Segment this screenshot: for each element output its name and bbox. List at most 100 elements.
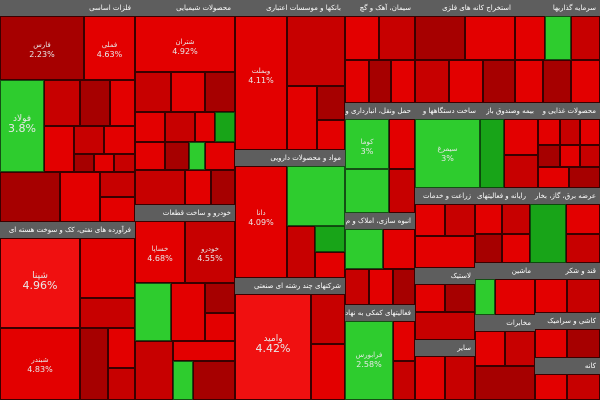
stock-tile[interactable]: کوما 3% [345,119,389,169]
stock-tile[interactable] [80,328,108,400]
stock-tile[interactable] [379,16,415,60]
stock-tile[interactable] [415,204,445,236]
stock-tile[interactable] [569,167,600,188]
stock-tile[interactable] [580,119,600,145]
stock-tile[interactable] [566,234,600,263]
stock-tile[interactable] [173,341,235,361]
stock-tile[interactable]: فملی 4.63% [84,16,135,80]
stock-tile[interactable] [311,294,345,344]
stock-tile[interactable] [369,60,391,103]
stock-tile[interactable]: خودرو 4.55% [185,221,235,283]
stock-tile[interactable] [580,145,600,167]
stock-tile[interactable]: سیمرغ 3% [415,119,480,188]
stock-tile[interactable] [475,279,495,315]
stock-tile[interactable] [110,80,135,126]
sector-investment[interactable]: سرمایه گذاریها [515,0,600,103]
stock-tile[interactable] [415,284,445,312]
sector-tile[interactable]: کاشی و سرامیک [535,313,600,358]
stock-tile[interactable] [171,72,205,112]
stock-tile[interactable] [475,366,535,400]
stock-tile[interactable]: فرابورس 2.58% [345,321,393,400]
stock-tile[interactable] [94,154,114,172]
sector-sugar[interactable]: قند و شکر [535,263,600,313]
stock-tile[interactable] [287,226,315,278]
stock-tile[interactable] [535,279,567,313]
stock-tile[interactable] [165,112,195,142]
stock-tile[interactable] [504,119,538,155]
sector-multidiscipline[interactable]: شرکتهای چند رشته ای صنعتی وامید 4.42% [235,278,345,400]
stock-tile[interactable] [571,60,600,103]
stock-tile[interactable] [315,252,345,278]
stock-tile[interactable] [505,331,535,366]
stock-tile[interactable] [345,16,379,60]
stock-tile[interactable] [287,86,317,150]
stock-tile[interactable] [449,60,483,103]
stock-tile[interactable] [108,328,135,368]
stock-tile[interactable] [345,60,369,103]
stock-tile[interactable] [538,145,560,167]
stock-tile[interactable] [165,142,189,170]
sector-ore[interactable]: کانه [535,358,600,400]
stock-tile[interactable]: فارس 2.23% [0,16,84,80]
stock-tile[interactable] [543,60,571,103]
stock-tile[interactable] [345,269,369,305]
stock-tile[interactable] [566,204,600,234]
stock-tile[interactable] [80,238,135,298]
sector-chemical[interactable]: محصولات شیمیایی شتران 4.92% [135,0,235,205]
stock-tile[interactable] [135,283,171,341]
stock-tile[interactable] [502,204,530,234]
stock-tile[interactable] [483,60,515,103]
sector-food[interactable]: محصولات غذایی و [538,103,600,188]
stock-tile[interactable] [135,72,171,112]
stock-tile[interactable] [415,356,445,400]
sector-tire[interactable]: لاستیک [415,268,475,340]
stock-tile[interactable] [135,142,165,170]
stock-tile[interactable] [515,16,545,60]
sector-petroleum[interactable]: فرآورده های نفتی، کک و سوخت هسته ای شپنا… [0,222,135,400]
stock-tile[interactable] [311,344,345,400]
stock-tile[interactable] [383,229,415,269]
stock-tile[interactable] [173,361,193,400]
stock-tile[interactable] [475,234,502,263]
stock-tile[interactable] [100,172,135,197]
stock-tile[interactable] [415,236,475,268]
sector-mining[interactable]: استخراج کانه های فلزی [415,0,515,103]
stock-tile[interactable] [171,283,205,341]
stock-tile[interactable] [195,112,215,142]
stock-tile[interactable] [415,16,465,60]
sector-real-estate[interactable]: انبوه سازی، املاک و م [345,213,415,305]
stock-tile[interactable] [345,229,383,269]
sector-misc[interactable]: سایر [415,340,475,400]
stock-tile[interactable] [560,145,580,167]
stock-tile[interactable] [189,142,205,170]
stock-tile[interactable] [445,356,475,400]
stock-tile[interactable] [287,166,345,226]
sector-pharma[interactable]: مواد و محصولات دارویی دانا 4.09% [235,150,345,278]
stock-tile[interactable] [74,126,104,154]
stock-tile[interactable] [205,283,235,313]
stock-tile[interactable] [495,279,535,315]
stock-tile[interactable] [185,170,211,205]
stock-tile[interactable] [389,119,415,169]
stock-tile[interactable] [345,169,389,213]
stock-tile[interactable] [114,154,135,172]
stock-tile[interactable] [108,368,135,400]
stock-tile[interactable] [44,80,80,126]
stock-tile[interactable] [545,16,571,60]
stock-tile[interactable] [215,112,235,142]
stock-tile[interactable] [538,167,569,188]
sector-insurance[interactable]: بیمه وصندوق باز [480,103,538,188]
sector-banks[interactable]: بانکها و موسسات اعتباری وبملت 4.11% [235,0,345,150]
stock-tile[interactable] [74,154,94,172]
stock-tile[interactable] [530,204,566,263]
stock-tile[interactable] [100,197,135,222]
stock-tile[interactable]: شپنا 4.96% [0,238,80,328]
stock-tile[interactable] [135,112,165,142]
stock-tile[interactable] [465,16,515,60]
stock-tile[interactable] [0,172,60,222]
stock-tile[interactable]: وامید 4.42% [235,294,311,400]
stock-tile[interactable]: شتران 4.92% [135,16,235,72]
stock-tile[interactable] [445,204,475,236]
stock-tile[interactable] [135,341,173,400]
stock-tile[interactable] [80,298,135,328]
